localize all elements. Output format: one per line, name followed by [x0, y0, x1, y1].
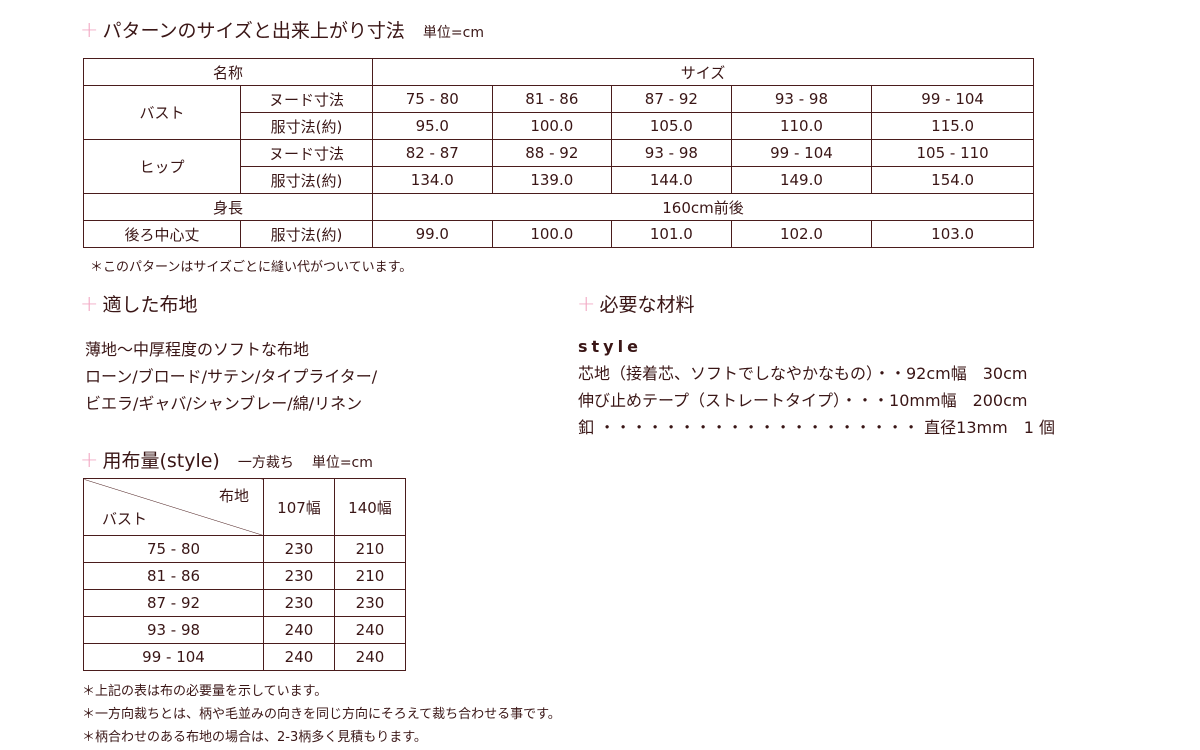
table-cell: 身長 — [83, 193, 373, 221]
size-section-heading: + パターンのサイズと出来上がり寸法 単位=cm — [80, 16, 484, 43]
text: 適した布地 — [102, 294, 198, 316]
table-cell: バスト — [83, 85, 241, 140]
table-row: 75 - 80 230 210 — [83, 535, 406, 563]
table-row: 87 - 92 230 230 — [83, 589, 406, 617]
table-cell: 75 - 80 — [372, 85, 493, 113]
table-cell: 144.0 — [611, 166, 732, 194]
table-cell: 160cm前後 — [372, 193, 1034, 221]
table-cell: 88 - 92 — [491, 139, 613, 167]
table-cell: ヌード寸法 — [240, 85, 373, 113]
table-cell: 87 - 92 — [83, 589, 264, 617]
table-cell: 230 — [334, 589, 406, 617]
table-cell: 230 — [263, 562, 335, 590]
yardage-table: 布地 バスト 107幅 140幅 75 - 80 230 210 81 - 86 230 21… — [83, 478, 406, 671]
table-cell: 103.0 — [871, 220, 1034, 248]
plus-icon: + — [577, 292, 596, 317]
text: ＊上記の表は布の必要量を示しています。 — [82, 684, 328, 699]
yardage-notes: ＊上記の表は布の必要量を示しています。 ＊一方向裁ちとは、柄や毛並みの向きを同じ方… — [82, 680, 561, 749]
size-note: ＊このパターンはサイズごとに縫い代がついています。 — [90, 260, 413, 275]
text: ＊一方向裁ちとは、柄や毛並みの向きを同じ方向にそろえて裁ち合わせる事です。 — [82, 707, 561, 722]
size-table: 名称 サイズ バスト ヌード寸法 75 - 80 81 - 86 87 - 92 93 - … — [83, 58, 1034, 248]
table-cell: 210 — [334, 562, 406, 590]
table-cell: 107幅 — [263, 478, 335, 536]
table-cell: 75 - 80 — [83, 535, 264, 563]
table-cell: 100.0 — [491, 112, 613, 140]
table-cell: 81 - 86 — [491, 85, 613, 113]
table-cell: 230 — [263, 535, 335, 563]
text: 芯地（接着芯、ソフトでしなやかなもの）・・92cm幅 30cm — [578, 364, 1028, 383]
table-cell: 101.0 — [611, 220, 732, 248]
text: パターンのサイズと出来上がり寸法 — [102, 20, 405, 42]
table-cell: 87 - 92 — [611, 85, 732, 113]
table-cell: ヒップ — [83, 139, 241, 194]
table-cell: 230 — [263, 589, 335, 617]
table-cell: 服寸法(約) — [240, 166, 373, 194]
table-cell: 115.0 — [871, 112, 1034, 140]
table-cell: 93 - 98 — [83, 616, 264, 644]
table-cell: 後ろ中心丈 — [83, 220, 241, 248]
text: 単位=cm — [422, 25, 484, 41]
text: 単位=cm — [311, 455, 373, 471]
text: ＊柄合わせのある布地の場合は、2-3柄多く見積もります。 — [82, 730, 427, 745]
table-cell: 服寸法(約) — [240, 220, 373, 248]
table-cell: 服寸法(約) — [240, 112, 373, 140]
materials-list: style 芯地（接着芯、ソフトでしなやかなもの）・・92cm幅 30cm 伸び止… — [578, 333, 1055, 441]
table-row: 99 - 104 240 240 — [83, 643, 406, 671]
plus-icon: + — [80, 18, 99, 43]
table-cell: 240 — [263, 616, 335, 644]
table-cell: 154.0 — [871, 166, 1034, 194]
table-cell: 81 - 86 — [83, 562, 264, 590]
text: 必要な材料 — [599, 294, 695, 316]
text: ローン/ブロード/サテン/タイプライター/ — [85, 367, 378, 386]
table-row: 93 - 98 240 240 — [83, 616, 406, 644]
plus-icon: + — [80, 448, 99, 473]
text: 布地 — [218, 487, 249, 505]
text: バスト — [102, 510, 148, 528]
table-cell: 240 — [334, 616, 406, 644]
table-cell: サイズ — [372, 58, 1034, 86]
table-cell: 100.0 — [491, 220, 613, 248]
table-cell: 240 — [334, 643, 406, 671]
table-cell: ヌード寸法 — [240, 139, 373, 167]
text: 用布量(style) — [102, 450, 220, 472]
table-cell: 134.0 — [372, 166, 493, 194]
materials-heading: + 必要な材料 — [577, 290, 694, 317]
text: ビエラ/ギャバ/シャンブレー/綿/リネン — [85, 394, 363, 413]
table-cell: 210 — [334, 535, 406, 563]
table-cell: 93 - 98 — [611, 139, 732, 167]
table-cell: 105.0 — [611, 112, 732, 140]
table-cell: 139.0 — [491, 166, 613, 194]
table-cell: 99.0 — [372, 220, 493, 248]
table-cell: 95.0 — [372, 112, 493, 140]
table-cell: 82 - 87 — [372, 139, 493, 167]
table-cell: 149.0 — [730, 166, 873, 194]
text: style — [578, 337, 642, 356]
text: 伸び止めテープ（ストレートタイプ）・・・10mm幅 200cm — [578, 391, 1028, 410]
fabric-heading: + 適した布地 — [80, 290, 197, 317]
table-cell: 99 - 104 — [83, 643, 264, 671]
table-cell: 99 - 104 — [871, 85, 1034, 113]
table-cell: 105 - 110 — [871, 139, 1034, 167]
text: 釦 ・・・・・・・・・・・・・・・・・・・・ 直径13mm 1 個 — [578, 418, 1055, 437]
table-cell: 名称 — [83, 58, 373, 86]
table-cell: 99 - 104 — [730, 139, 873, 167]
table-row: 81 - 86 230 210 — [83, 562, 406, 590]
yardage-heading: + 用布量(style) 一方裁ち 単位=cm — [80, 446, 373, 473]
table-cell: 110.0 — [730, 112, 873, 140]
text: 一方裁ち — [237, 455, 294, 471]
table-cell: 240 — [263, 643, 335, 671]
table-cell: 102.0 — [730, 220, 873, 248]
table-cell: 140幅 — [334, 478, 406, 536]
table-cell: 93 - 98 — [730, 85, 873, 113]
text: 薄地～中厚程度のソフトな布地 — [85, 340, 310, 359]
plus-icon: + — [80, 292, 99, 317]
fabric-list: 薄地～中厚程度のソフトな布地ローン/ブロード/サテン/タイプライター/ビエラ/ギ… — [85, 336, 377, 417]
